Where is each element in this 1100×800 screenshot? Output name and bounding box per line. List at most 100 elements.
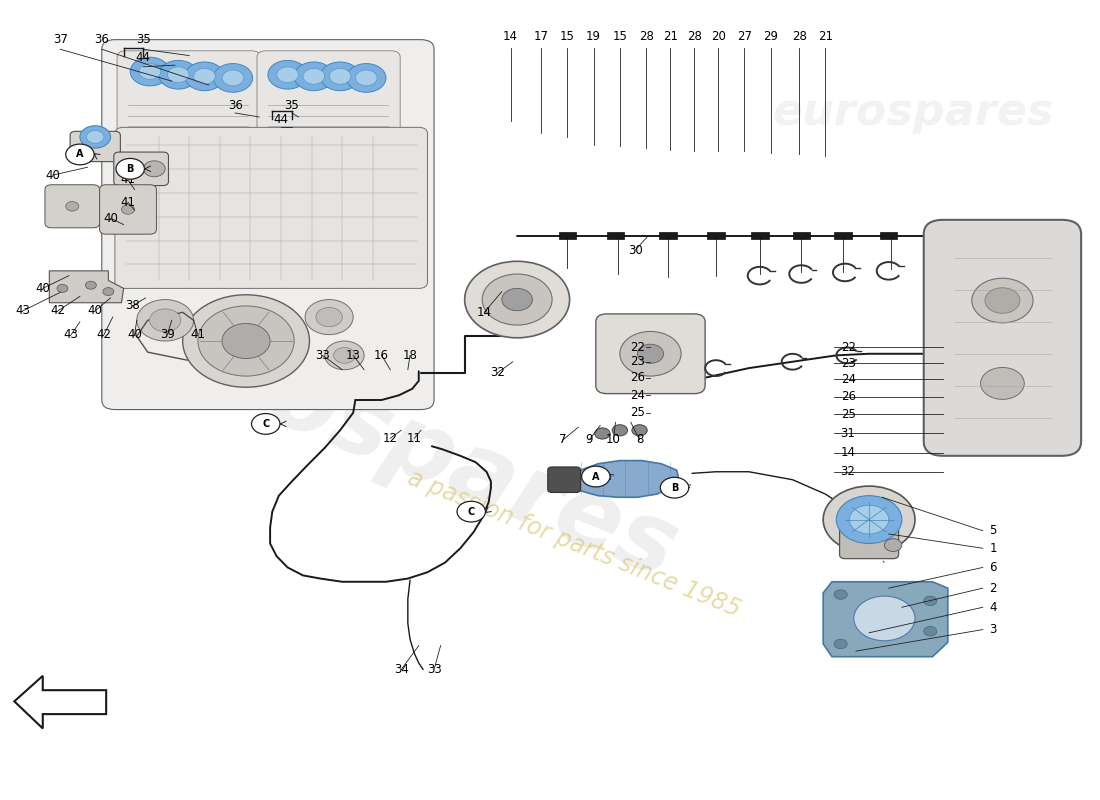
Circle shape [620,331,681,376]
Text: 22: 22 [630,341,645,354]
Text: 44: 44 [135,50,151,64]
Circle shape [66,202,79,211]
Circle shape [595,428,610,439]
Circle shape [136,299,194,341]
Text: 15: 15 [613,30,627,43]
Text: 21: 21 [818,30,833,43]
Text: 44: 44 [274,113,288,126]
Text: 28: 28 [639,30,653,43]
Circle shape [294,62,333,90]
Bar [834,232,851,239]
Circle shape [302,69,324,84]
Text: 24: 24 [630,389,645,402]
Text: eurospares: eurospares [772,91,1054,134]
Text: 1: 1 [989,542,997,554]
Text: 41: 41 [121,174,135,186]
Text: 40: 40 [103,212,118,225]
FancyBboxPatch shape [596,314,705,394]
Text: 14: 14 [476,306,492,319]
Text: A: A [592,471,600,482]
Text: 33: 33 [316,349,330,362]
Text: B: B [671,482,679,493]
Text: 28: 28 [792,30,806,43]
Text: 24: 24 [840,373,856,386]
FancyBboxPatch shape [924,220,1081,456]
Circle shape [884,538,902,551]
Text: 42: 42 [51,304,66,318]
Circle shape [305,299,353,334]
Text: 33: 33 [427,663,441,676]
Circle shape [355,70,377,86]
Text: 8: 8 [636,434,644,446]
Circle shape [849,506,889,534]
Bar [659,232,676,239]
Text: 9: 9 [585,434,593,446]
Circle shape [324,341,364,370]
Circle shape [194,69,216,84]
FancyBboxPatch shape [117,51,261,135]
Text: 43: 43 [15,304,31,318]
Text: 32: 32 [490,366,505,379]
Circle shape [836,496,902,543]
Text: 19: 19 [586,30,601,43]
Circle shape [268,60,307,89]
Text: 6: 6 [989,561,997,574]
Text: 14: 14 [503,30,518,43]
Text: 36: 36 [228,98,243,111]
Text: 4: 4 [989,601,997,614]
FancyBboxPatch shape [45,185,100,228]
Polygon shape [823,582,948,657]
Circle shape [66,144,95,165]
Circle shape [660,478,689,498]
FancyBboxPatch shape [70,131,120,162]
Text: eurospares: eurospares [86,282,691,598]
Bar [559,232,576,239]
Text: 12: 12 [383,432,398,445]
FancyBboxPatch shape [113,152,168,186]
Text: 42: 42 [97,328,111,341]
Bar [880,232,898,239]
Text: 22: 22 [840,341,856,354]
Circle shape [346,63,386,92]
Text: C: C [468,506,475,517]
Bar [793,232,810,239]
Text: 39: 39 [160,328,175,341]
Circle shape [924,626,937,636]
Text: 27: 27 [737,30,752,43]
Text: 13: 13 [345,349,361,362]
Text: 10: 10 [606,434,620,446]
Text: 26: 26 [840,390,856,403]
Text: 41: 41 [121,196,135,209]
Circle shape [213,63,253,92]
Circle shape [121,205,134,214]
Polygon shape [50,271,123,302]
Circle shape [984,288,1020,314]
Text: 41: 41 [190,328,206,341]
Circle shape [464,262,570,338]
Circle shape [116,158,144,179]
Circle shape [637,344,663,363]
Circle shape [329,69,351,84]
Text: 38: 38 [125,299,140,313]
Text: 18: 18 [403,349,418,362]
Circle shape [613,425,627,436]
Text: 37: 37 [53,33,68,46]
Circle shape [185,62,224,90]
Bar [751,232,769,239]
Circle shape [158,60,198,89]
Text: A: A [76,150,84,159]
Circle shape [143,161,165,177]
Text: 23: 23 [840,357,856,370]
Circle shape [222,70,244,86]
Circle shape [139,64,161,79]
Text: 36: 36 [95,33,109,46]
Text: 14: 14 [840,446,856,459]
Circle shape [320,62,360,90]
Text: 40: 40 [88,304,102,318]
FancyBboxPatch shape [100,185,156,234]
Text: 40: 40 [128,328,142,341]
Circle shape [103,287,113,295]
Text: C: C [262,419,270,429]
Text: 5: 5 [989,524,997,538]
Polygon shape [570,461,679,498]
